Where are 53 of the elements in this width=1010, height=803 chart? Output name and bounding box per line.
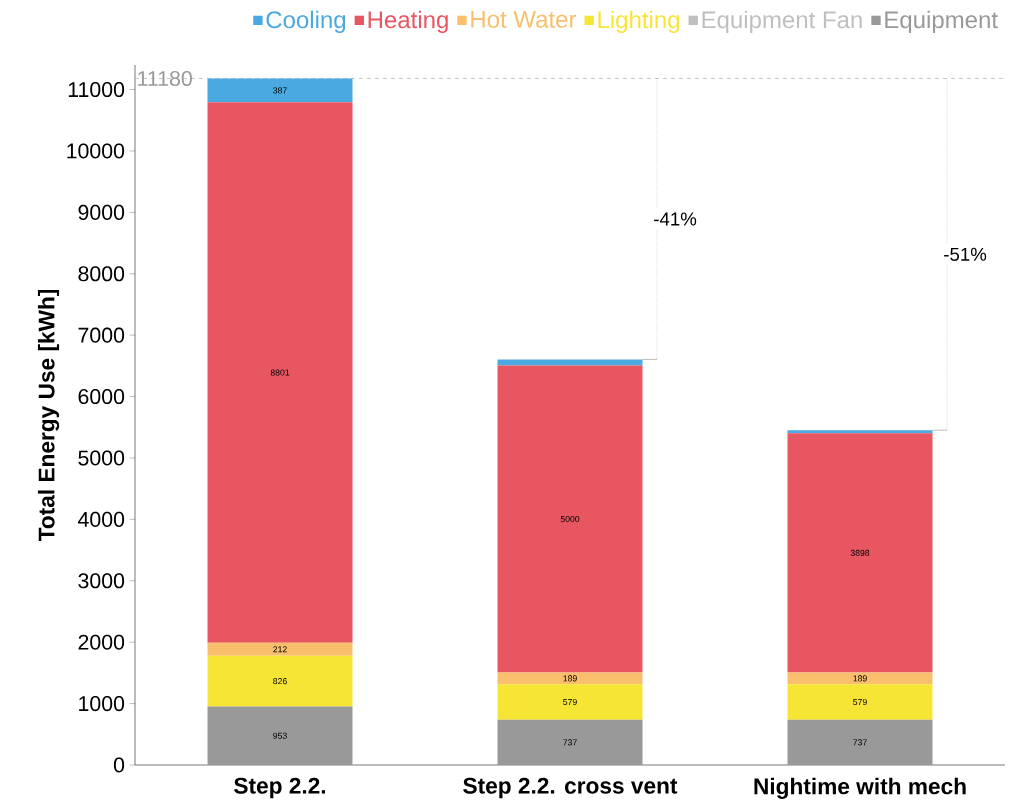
bar xyxy=(787,429,933,434)
bar xyxy=(787,719,933,765)
data-label: 953 xyxy=(273,732,287,739)
bar xyxy=(207,78,353,103)
y-tick-label: 9000 xyxy=(78,204,125,220)
bar xyxy=(207,642,353,656)
y-tick-label: 8000 xyxy=(78,266,125,282)
x-tick-label: Nightime with mech xyxy=(754,777,966,799)
bar xyxy=(497,359,643,366)
legend-label: Equipment Fan xyxy=(702,10,862,33)
bar xyxy=(787,672,933,684)
annotation: -51% xyxy=(944,247,987,261)
y-tick-label: 11000 xyxy=(68,81,125,97)
data-label: 8801 xyxy=(270,369,290,376)
legend-label: Heating xyxy=(368,10,448,33)
data-label: 826 xyxy=(273,677,287,684)
y-tick-label: 4000 xyxy=(77,511,125,527)
annotation: -41% xyxy=(654,212,697,226)
y-tick-label: 0 xyxy=(113,757,125,773)
bar xyxy=(207,102,353,643)
y-tick-label: 7000 xyxy=(78,327,125,343)
y-tick-label: 10000 xyxy=(67,143,125,159)
legend-label: Hot Water xyxy=(471,10,577,28)
x-tick-label: Step 2.2. xyxy=(234,777,326,799)
bar xyxy=(787,684,933,720)
bar xyxy=(497,672,643,684)
y-tick-label: 5000 xyxy=(78,450,125,466)
data-label: 189 xyxy=(853,675,867,682)
bar xyxy=(787,433,933,673)
data-label: 737 xyxy=(853,739,867,746)
y-tick-label: 1000 xyxy=(79,695,125,711)
data-label: 579 xyxy=(853,698,867,705)
bar xyxy=(497,365,643,673)
bar xyxy=(207,706,353,765)
ref-line-label: 11180 xyxy=(138,70,192,86)
x-tick-label: Step 2.2. cross vent xyxy=(463,777,678,799)
y-axis-title: Total Energy Use [kWh] xyxy=(37,289,60,541)
legend-label: Equipment xyxy=(885,10,998,33)
legend-label: Lighting xyxy=(598,10,679,33)
data-label: 579 xyxy=(563,698,577,705)
y-tick-label: 2000 xyxy=(78,634,125,650)
data-label: 5000 xyxy=(560,515,580,522)
legend-label: Cooling xyxy=(266,10,346,33)
data-label: 212 xyxy=(273,646,287,653)
bar xyxy=(207,655,353,707)
data-label: 3898 xyxy=(850,549,870,556)
y-tick-label: 6000 xyxy=(78,388,125,404)
bar xyxy=(497,684,643,720)
data-label: 387 xyxy=(273,87,287,94)
data-label: 189 xyxy=(563,675,577,682)
y-tick-label: 3000 xyxy=(78,573,125,589)
bar xyxy=(497,719,643,765)
data-label: 737 xyxy=(563,739,577,746)
